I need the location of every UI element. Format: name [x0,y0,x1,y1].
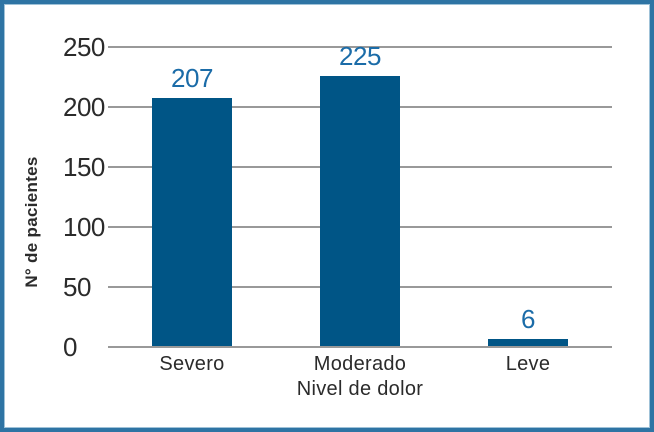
y-tick-label-150: 150 [63,152,105,182]
x-axis-title: Nivel de dolor [296,378,424,400]
gridline-0 [108,346,612,348]
y-axis-title: N° de pacientes [22,156,41,288]
y-tick-label-0: 0 [63,332,77,362]
category-label-severo: Severo [159,353,225,375]
category-label-moderado: Moderado [313,353,407,375]
plot-area: 207 225 6 [108,41,612,348]
y-tick-label-250: 250 [63,32,105,62]
gridline-250 [108,46,612,48]
bar-moderado [320,76,400,346]
bar-slot-severo: 207 [108,46,276,346]
value-label-severo: 207 [171,62,213,93]
y-tick-label-100: 100 [63,212,105,242]
value-label-moderado: 225 [339,41,381,71]
y-tick-label-50: 50 [63,272,91,302]
bar-slot-moderado: 225 [276,41,444,346]
bar-severo [152,97,232,346]
bar-leve [488,338,568,346]
value-label-leve: 6 [521,303,535,334]
y-tick-label-200: 200 [63,92,105,122]
bar-slot-leve: 6 [444,46,612,346]
category-label-leve: Leve [505,353,551,375]
